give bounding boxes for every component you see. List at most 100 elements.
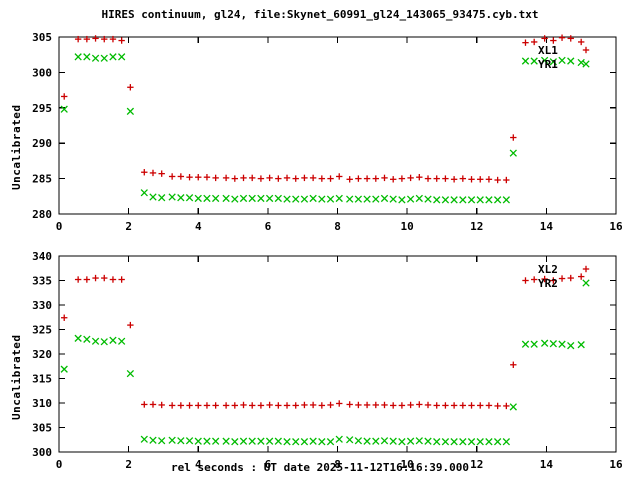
data-point [265, 437, 274, 445]
data-point [91, 54, 100, 62]
x-tick-label: 14 [540, 458, 554, 471]
data-point [140, 435, 148, 443]
series-yr2 [60, 334, 585, 446]
data-point [567, 57, 575, 65]
data-point [530, 57, 538, 65]
data-point [83, 53, 91, 61]
data-point [118, 337, 126, 345]
x-tick-label: 4 [195, 458, 202, 471]
data-point [211, 437, 220, 445]
data-point [540, 339, 549, 347]
data-point [335, 194, 343, 203]
data-point [60, 365, 68, 373]
y-tick-label: 315 [32, 373, 52, 386]
data-point [577, 58, 585, 67]
data-point [450, 196, 458, 204]
data-point [549, 58, 557, 66]
data-point [577, 341, 585, 349]
data-point [521, 57, 530, 65]
series-xl2 [61, 273, 585, 410]
data-point [109, 53, 117, 61]
x-tick-label: 2 [125, 220, 132, 233]
data-point [203, 194, 211, 203]
data-point [149, 193, 157, 201]
data-point [185, 437, 194, 445]
x-tick-label: 12 [470, 220, 483, 233]
data-point [300, 438, 309, 446]
data-point [118, 53, 126, 61]
data-point [363, 437, 371, 445]
data-point [558, 56, 566, 65]
x-tick-label: 14 [540, 220, 554, 233]
data-point [326, 438, 335, 446]
x-tick-label: 16 [609, 220, 623, 233]
x-tick-label: 10 [401, 458, 414, 471]
series-yr1 [60, 53, 585, 204]
x-tick-label: 8 [334, 220, 341, 233]
data-point [509, 403, 517, 411]
data-point [476, 438, 484, 446]
data-point [168, 436, 176, 444]
data-point [502, 438, 511, 446]
y-tick-label: 305 [32, 31, 52, 44]
x-tick-label: 2 [125, 458, 132, 471]
data-point [140, 189, 148, 197]
data-point [372, 437, 380, 445]
data-point [406, 437, 415, 445]
data-point [60, 105, 68, 113]
data-point [203, 437, 211, 445]
data-point [372, 195, 380, 203]
data-point [211, 194, 220, 203]
y-tick-label: 290 [32, 137, 52, 150]
y-tick-label: 335 [32, 275, 52, 288]
data-point [318, 195, 326, 203]
data-point [309, 194, 317, 203]
data-point [346, 195, 354, 203]
data-point [346, 436, 354, 444]
x-tick-label: 8 [334, 458, 341, 471]
data-point [389, 195, 397, 203]
x-tick-label: 6 [265, 458, 272, 471]
data-point [398, 196, 406, 204]
data-point [450, 438, 458, 446]
data-point [415, 437, 423, 445]
data-point [100, 54, 108, 62]
data-point [485, 438, 493, 446]
legend-marker-xl1 [582, 46, 590, 54]
data-point [177, 437, 185, 445]
data-point [274, 194, 282, 203]
data-point [467, 196, 476, 204]
data-point [222, 194, 230, 203]
data-point [406, 195, 415, 203]
plot-frame [58, 255, 617, 453]
data-point [433, 196, 441, 204]
data-point [363, 195, 371, 203]
data-point [459, 438, 467, 446]
y-tick-label: 280 [32, 208, 52, 221]
data-point [265, 194, 274, 203]
data-point [168, 193, 176, 201]
data-point [248, 437, 256, 445]
data-point [185, 194, 194, 202]
data-point [493, 438, 502, 446]
data-point [318, 438, 326, 446]
data-point [239, 194, 248, 203]
x-tick-label: 12 [470, 458, 483, 471]
data-point [194, 194, 202, 203]
data-point [149, 436, 157, 444]
data-point [158, 194, 166, 202]
y-tick-label: 325 [32, 324, 52, 337]
data-point [433, 438, 441, 446]
data-point [509, 149, 517, 157]
data-point [441, 196, 450, 204]
data-point [177, 194, 185, 202]
data-point [283, 195, 291, 203]
data-point [476, 196, 484, 204]
top-plot-ylabel: Uncalibrated [10, 104, 23, 190]
data-point [549, 340, 557, 348]
data-point [441, 438, 450, 446]
data-point [222, 437, 230, 445]
data-point [567, 342, 575, 350]
